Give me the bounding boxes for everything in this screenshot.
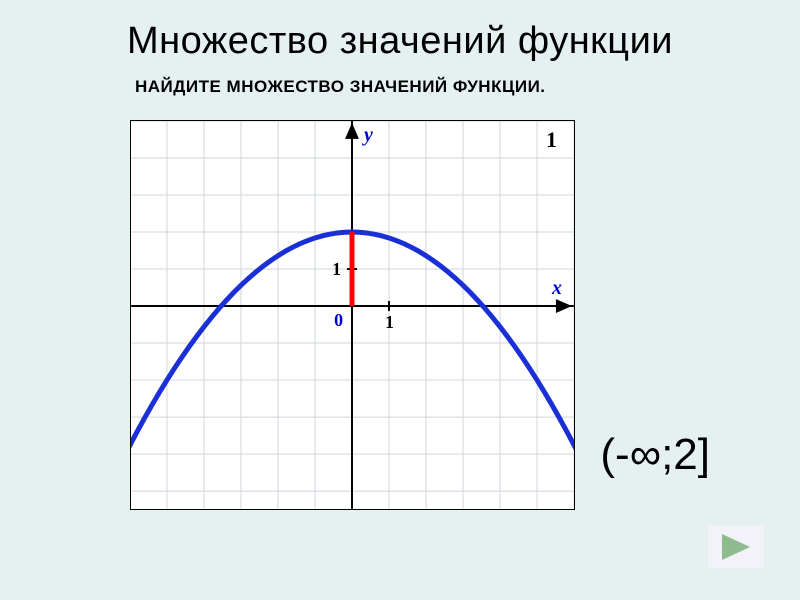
svg-text:y: y [362,124,373,146]
svg-text:x: x [551,277,562,299]
svg-text:1: 1 [385,312,394,332]
next-button[interactable] [708,526,764,568]
triangle-right-icon [718,532,754,562]
svg-text:0: 0 [334,310,343,330]
svg-text:1: 1 [546,128,557,152]
svg-text:1: 1 [332,259,341,279]
page-subtitle: НАЙДИТЕ МНОЖЕСТВО ЗНАЧЕНИЙ ФУНКЦИИ. [0,63,800,97]
chart-container: y x 0 1 1 1 [130,120,575,510]
page-title: Множество значений функции [0,0,800,63]
function-chart: y x 0 1 1 1 [131,121,574,509]
answer-text: (-∞;2] [600,430,710,480]
